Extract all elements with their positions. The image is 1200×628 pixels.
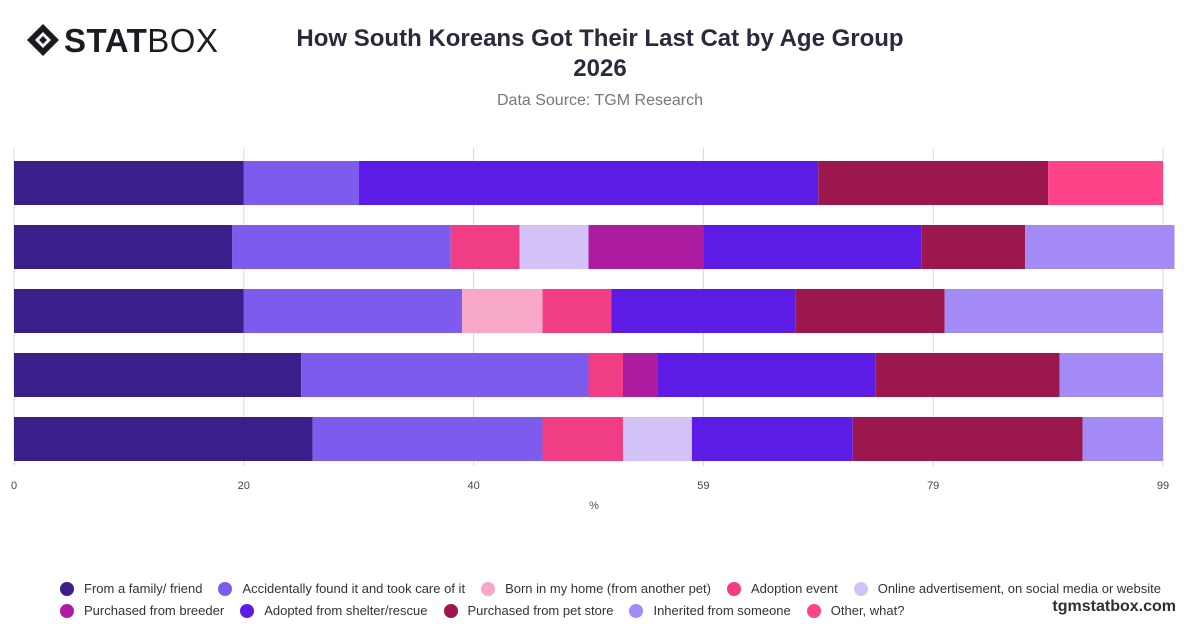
bar-segment[interactable] <box>542 289 612 333</box>
x-tick-label: 79 <box>927 480 939 492</box>
legend-swatch <box>726 581 741 596</box>
legend-item[interactable]: Purchased from breeder <box>60 603 224 618</box>
legend-label: Inherited from someone <box>653 603 791 618</box>
legend-item[interactable]: Born in my home (from another pet) <box>481 581 711 596</box>
legend-swatch <box>60 581 74 596</box>
bar-segment[interactable] <box>588 353 623 397</box>
legend-label: Adoption event <box>750 581 838 596</box>
legend-swatch <box>853 581 868 596</box>
bar-segment[interactable] <box>852 417 1083 461</box>
bar-segment[interactable] <box>14 161 244 205</box>
bar-segment[interactable] <box>657 353 876 397</box>
legend-swatch <box>481 581 496 596</box>
bar-segment[interactable] <box>1025 225 1175 269</box>
legend-swatch <box>443 603 458 618</box>
bar-segment[interactable] <box>450 225 520 269</box>
legend-item[interactable]: Adoption event <box>726 581 838 596</box>
watermark: tgmstatbox.com <box>1052 598 1176 615</box>
bar-segment[interactable] <box>462 289 543 333</box>
bar-segment[interactable] <box>232 225 451 269</box>
bar-segment[interactable] <box>1059 353 1163 397</box>
bar-segment[interactable] <box>243 161 359 205</box>
legend-row: Purchased from breeder Adopted from shelt… <box>60 600 1150 621</box>
legend-label: Accidentally found it and took care of i… <box>242 581 466 596</box>
bar-segment[interactable] <box>542 417 623 461</box>
bar-segment[interactable] <box>312 417 543 461</box>
logo-wordmark: STATBOX <box>64 21 219 59</box>
legend-label: Purchased from pet store <box>467 603 614 618</box>
legend-label: Online advertisement, on social media or… <box>877 581 1161 596</box>
chart-title-line1: How South Koreans Got Their Last Cat by … <box>296 25 904 52</box>
x-axis-label: % <box>589 500 599 512</box>
bar-segment[interactable] <box>691 417 853 461</box>
bar-segment[interactable] <box>14 353 302 397</box>
bar-segment[interactable] <box>588 225 704 269</box>
bar-segment[interactable] <box>921 225 1026 269</box>
bar-segment[interactable] <box>14 289 244 333</box>
legend-swatch <box>240 603 255 618</box>
legend-swatch <box>806 603 821 618</box>
x-tick-label: 0 <box>11 480 17 492</box>
legend-item[interactable]: Online advertisement, on social media or… <box>853 581 1161 596</box>
legend-swatch <box>60 603 74 618</box>
bar-segment[interactable] <box>622 417 692 461</box>
stacked-bar-chart: 0 20 40 59 79 99% <box>11 148 1175 512</box>
x-tick-label: 40 <box>467 480 479 492</box>
legend-item[interactable]: From a family/ friend <box>60 581 202 596</box>
chart-subtitle: Data Source: TGM Research <box>496 92 703 109</box>
bar-segment[interactable] <box>358 161 819 205</box>
legend-row: From a family/ friend Accidentally found … <box>60 578 1161 599</box>
bar-segment[interactable] <box>243 289 463 333</box>
bar-segment[interactable] <box>1048 161 1163 205</box>
statbox-logo: STATBOX <box>26 22 218 58</box>
legend-label: Adopted from shelter/rescue <box>264 603 428 618</box>
chart-title-line2: 2026 <box>573 55 627 82</box>
legend-item[interactable]: Other, what? <box>806 603 905 618</box>
x-tick-label: 20 <box>238 480 250 492</box>
chart-legend: From a family/ friend Accidentally found … <box>60 578 1161 622</box>
bar-segment[interactable] <box>795 289 945 333</box>
legend-label: Purchased from breeder <box>84 603 225 618</box>
legend-swatch <box>629 603 644 618</box>
bar-segment[interactable] <box>14 417 313 461</box>
legend-label: From a family/ friend <box>84 581 203 596</box>
bar-segment[interactable] <box>301 353 589 397</box>
legend-item[interactable]: Adopted from shelter/rescue <box>240 603 428 618</box>
bar-segment[interactable] <box>14 225 233 269</box>
bar-segment[interactable] <box>703 225 922 269</box>
statbox-diamond-icon <box>27 24 59 56</box>
bar-segment[interactable] <box>944 289 1163 333</box>
bar-segment[interactable] <box>622 353 658 397</box>
legend-item[interactable]: Accidentally found it and took care of i… <box>218 581 465 596</box>
bar-segment[interactable] <box>875 353 1060 397</box>
bar-segment[interactable] <box>611 289 796 333</box>
chart-title: How South Koreans Got Their Last Cat by … <box>250 24 950 84</box>
legend-label: Other, what? <box>830 603 905 618</box>
legend-swatch <box>218 581 233 596</box>
bar-segment[interactable] <box>1082 417 1163 461</box>
bar-segment[interactable] <box>519 225 589 269</box>
legend-item[interactable]: Purchased from pet store <box>443 603 614 618</box>
legend-label: Born in my home (from another pet) <box>505 581 711 596</box>
x-tick-label: 59 <box>697 480 709 492</box>
x-tick-label: 99 <box>1157 480 1169 492</box>
legend-item[interactable]: Inherited from someone <box>629 603 791 618</box>
bar-segment[interactable] <box>818 161 1049 205</box>
